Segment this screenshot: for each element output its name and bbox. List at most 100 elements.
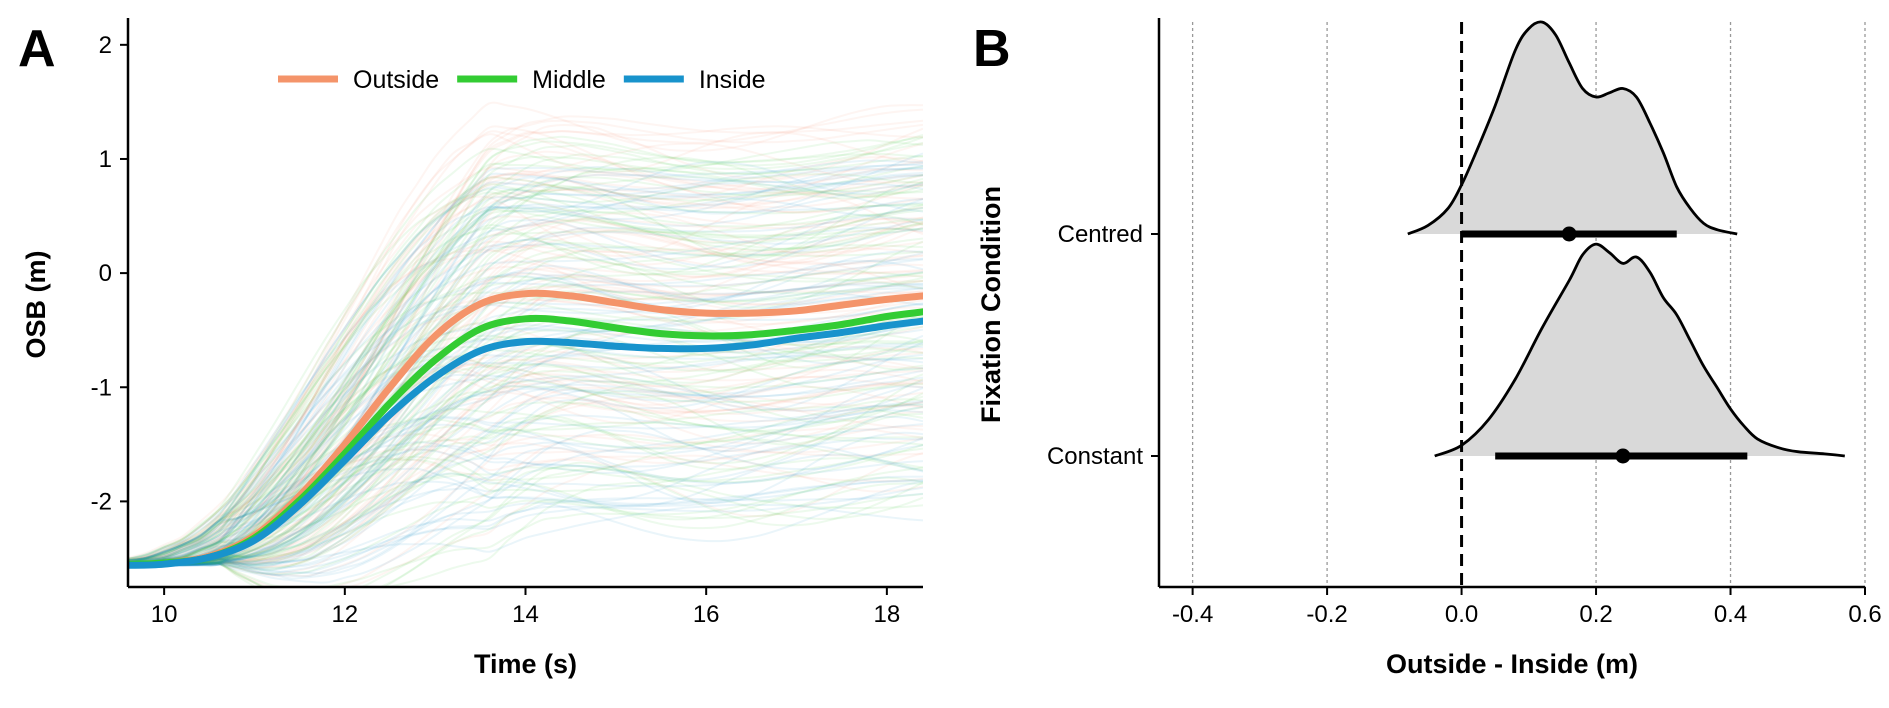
trial-trace bbox=[128, 272, 923, 563]
panel-b-densities bbox=[1407, 20, 1845, 458]
interval-point-constant bbox=[1615, 448, 1631, 464]
trial-trace bbox=[128, 172, 923, 565]
trial-trace bbox=[128, 444, 923, 567]
x-tick-label: -0.2 bbox=[1306, 601, 1347, 628]
trial-trace bbox=[128, 403, 923, 565]
trial-trace bbox=[128, 311, 923, 567]
trial-trace bbox=[128, 347, 923, 576]
trial-trace bbox=[128, 167, 923, 567]
trial-trace bbox=[128, 167, 923, 562]
trial-trace bbox=[128, 125, 923, 565]
y-tick-label: 2 bbox=[99, 32, 112, 59]
trial-trace bbox=[128, 503, 923, 567]
trial-trace bbox=[128, 245, 923, 566]
trial-trace bbox=[128, 240, 923, 565]
trial-trace bbox=[128, 433, 923, 587]
trial-trace bbox=[128, 155, 923, 566]
trial-trace bbox=[128, 434, 923, 566]
density-curve-centred bbox=[1407, 20, 1738, 236]
trial-trace bbox=[128, 131, 923, 565]
trial-trace bbox=[128, 192, 923, 560]
trial-trace bbox=[128, 299, 923, 560]
trial-trace bbox=[128, 245, 923, 566]
trial-trace bbox=[128, 444, 923, 567]
trial-trace bbox=[128, 257, 923, 562]
trial-trace bbox=[128, 380, 923, 566]
trial-trace bbox=[128, 271, 923, 567]
trial-trace bbox=[128, 406, 923, 569]
x-tick-label: 12 bbox=[331, 601, 358, 628]
trial-trace bbox=[128, 206, 923, 565]
panel-b-chart: -0.4 -0.2 0.0 0.2 0.4 0.6 Centred Constant Outs… bbox=[976, 18, 1882, 679]
panel-a-series bbox=[128, 289, 923, 569]
trial-trace bbox=[128, 119, 923, 566]
trial-trace bbox=[128, 166, 923, 561]
legend-label-middle: Middle bbox=[532, 66, 606, 94]
x-tick-label: 10 bbox=[151, 601, 178, 628]
trial-trace bbox=[128, 466, 923, 587]
trial-trace bbox=[128, 376, 923, 566]
trial-trace bbox=[128, 177, 923, 566]
trial-trace bbox=[128, 134, 923, 566]
density-curve-constant bbox=[1434, 242, 1845, 458]
trial-trace bbox=[128, 163, 923, 567]
trial-trace bbox=[128, 382, 923, 571]
trial-trace bbox=[128, 273, 923, 566]
trial-trace bbox=[128, 375, 923, 565]
trial-trace bbox=[128, 339, 923, 562]
trial-trace bbox=[128, 173, 923, 566]
trial-trace bbox=[128, 353, 923, 566]
trial-trace bbox=[128, 285, 923, 566]
trial-trace bbox=[128, 136, 923, 566]
trial-trace bbox=[128, 347, 923, 562]
trial-trace bbox=[128, 429, 923, 584]
trial-trace bbox=[128, 249, 923, 566]
trial-trace bbox=[128, 292, 923, 567]
trial-trace bbox=[128, 227, 923, 566]
trial-trace bbox=[128, 219, 923, 563]
trial-trace bbox=[128, 139, 923, 562]
trial-trace bbox=[128, 461, 923, 587]
trial-trace bbox=[128, 290, 923, 566]
trial-trace bbox=[128, 295, 923, 562]
trial-trace bbox=[128, 486, 923, 572]
trial-trace bbox=[128, 480, 923, 577]
trial-trace bbox=[128, 492, 923, 574]
panel-b-intervals bbox=[1461, 226, 1748, 464]
trial-trace bbox=[128, 395, 923, 566]
x-tick-label: 0.2 bbox=[1579, 601, 1612, 628]
trial-trace bbox=[128, 401, 923, 566]
trial-trace bbox=[128, 176, 923, 563]
trial-trace bbox=[128, 341, 923, 567]
trial-trace bbox=[128, 481, 923, 587]
x-tick-label: 0.0 bbox=[1445, 601, 1478, 628]
x-tick-label: 18 bbox=[874, 601, 901, 628]
trial-trace bbox=[128, 400, 923, 578]
trial-trace bbox=[128, 226, 923, 564]
trial-trace bbox=[128, 403, 923, 563]
trial-trace bbox=[128, 244, 923, 566]
trial-trace bbox=[128, 182, 923, 561]
trial-trace bbox=[128, 447, 923, 566]
trial-trace bbox=[128, 108, 923, 566]
trial-trace bbox=[128, 259, 923, 566]
trial-trace bbox=[128, 183, 923, 563]
trial-trace bbox=[128, 188, 923, 566]
trial-trace bbox=[128, 171, 923, 566]
trial-trace bbox=[128, 215, 923, 565]
trial-trace bbox=[128, 188, 923, 565]
legend-label-outside: Outside bbox=[353, 66, 439, 94]
x-tick-label: 0.4 bbox=[1714, 601, 1747, 628]
trial-trace bbox=[128, 454, 923, 587]
trial-trace bbox=[128, 327, 923, 566]
panel-a-y-axis-title: OSB (m) bbox=[21, 251, 51, 359]
trial-trace bbox=[128, 218, 923, 566]
trial-trace bbox=[128, 405, 923, 562]
trial-trace bbox=[128, 217, 923, 566]
trial-trace bbox=[128, 448, 923, 562]
trial-trace bbox=[128, 431, 923, 580]
trial-trace bbox=[128, 152, 923, 564]
trial-trace bbox=[128, 358, 923, 567]
